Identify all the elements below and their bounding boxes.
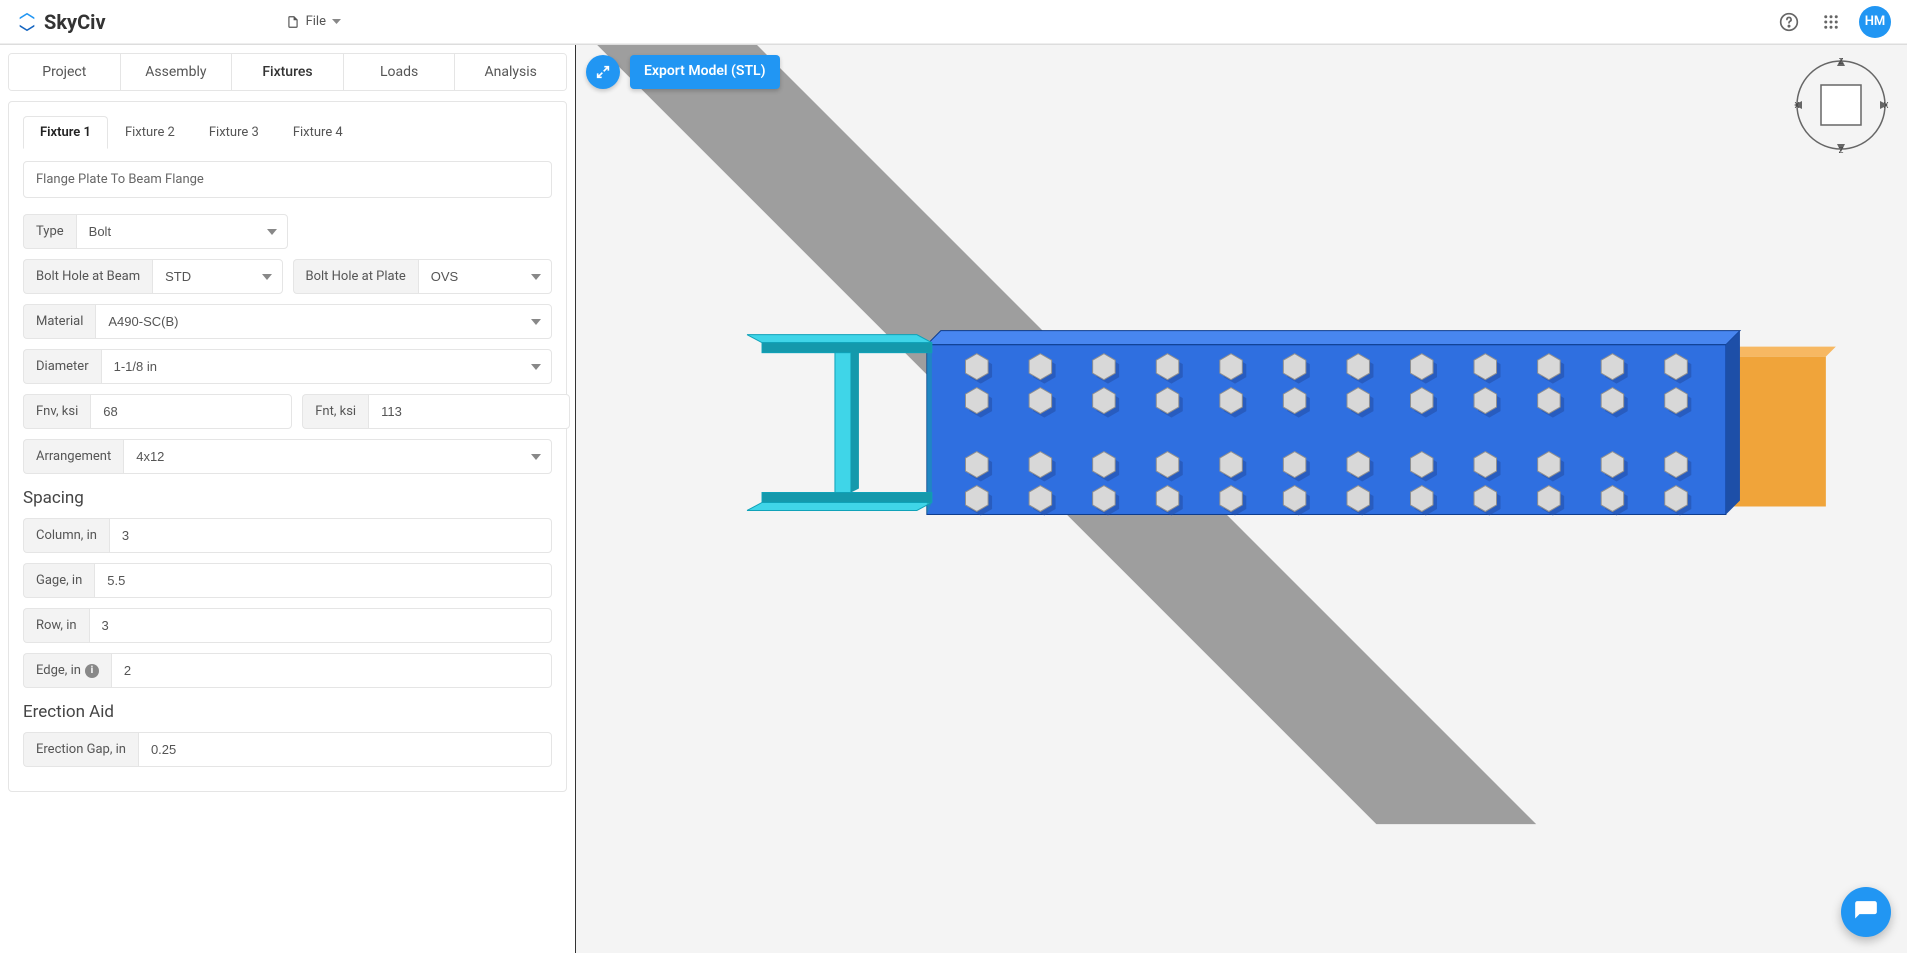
help-button[interactable] bbox=[1775, 8, 1803, 36]
logo: SkyCiv bbox=[16, 10, 106, 34]
bolt-hole-beam-select[interactable]: STD bbox=[152, 259, 282, 294]
subtab-fixture-4[interactable]: Fixture 4 bbox=[276, 116, 360, 149]
axis-label-bottom: Z bbox=[1839, 146, 1844, 155]
main-layout: ProjectAssemblyFixturesLoadsAnalysis Fix… bbox=[0, 44, 1907, 953]
subtab-fixture-2[interactable]: Fixture 2 bbox=[108, 116, 192, 149]
bolt-hole-beam-label: Bolt Hole at Beam bbox=[23, 259, 152, 294]
fixture-sub-tabs: Fixture 1Fixture 2Fixture 3Fixture 4 bbox=[23, 116, 552, 149]
viewport[interactable]: Export Model (STL) Z Z X X bbox=[576, 45, 1907, 953]
fnt-input[interactable] bbox=[368, 394, 570, 429]
axis-label-left: X bbox=[1794, 101, 1799, 110]
erection-gap-input[interactable] bbox=[138, 732, 552, 767]
apps-icon bbox=[1822, 13, 1840, 31]
spacing-row-input[interactable] bbox=[89, 608, 552, 643]
app-header: SkyCiv File HM bbox=[0, 0, 1907, 44]
tab-assembly[interactable]: Assembly bbox=[121, 54, 233, 90]
left-panel: ProjectAssemblyFixturesLoadsAnalysis Fix… bbox=[0, 45, 576, 953]
material-label: Material bbox=[23, 304, 95, 339]
material-select[interactable]: A490-SC(B) bbox=[95, 304, 552, 339]
spacing-gage-input[interactable] bbox=[94, 563, 552, 598]
file-icon bbox=[286, 15, 300, 29]
fnv-label: Fnv, ksi bbox=[23, 394, 90, 429]
axis-label-right: X bbox=[1883, 101, 1888, 110]
tab-fixtures[interactable]: Fixtures bbox=[232, 54, 344, 90]
diameter-label: Diameter bbox=[23, 349, 101, 384]
spacing-gage-label: Gage, in bbox=[23, 563, 94, 598]
erection-gap-label: Erection Gap, in bbox=[23, 732, 138, 767]
type-label: Type bbox=[23, 214, 76, 249]
user-avatar[interactable]: HM bbox=[1859, 6, 1891, 38]
avatar-initials: HM bbox=[1865, 14, 1886, 29]
subtab-fixture-3[interactable]: Fixture 3 bbox=[192, 116, 276, 149]
spacing-edge-label: Edge, in i bbox=[23, 653, 111, 688]
help-icon bbox=[1779, 12, 1799, 32]
chat-icon bbox=[1853, 899, 1879, 925]
fixture-form-card: Fixture 1Fixture 2Fixture 3Fixture 4 Fla… bbox=[8, 101, 567, 792]
bolt-hole-plate-select[interactable]: OVS bbox=[418, 259, 552, 294]
brand-icon bbox=[16, 11, 38, 33]
export-model-button[interactable]: Export Model (STL) bbox=[630, 55, 780, 89]
spacing-column-input[interactable] bbox=[109, 518, 552, 553]
file-menu-label: File bbox=[306, 14, 326, 29]
chevron-down-icon bbox=[332, 19, 341, 25]
spacing-edge-input[interactable] bbox=[111, 653, 552, 688]
arrangement-select[interactable]: 4x12 bbox=[123, 439, 552, 474]
chat-button[interactable] bbox=[1841, 887, 1891, 937]
diameter-select[interactable]: 1-1/8 in bbox=[101, 349, 552, 384]
tab-project[interactable]: Project bbox=[9, 54, 121, 90]
viewport-toolbar: Export Model (STL) bbox=[586, 55, 780, 89]
model-canvas bbox=[576, 45, 1907, 953]
spacing-header: Spacing bbox=[23, 488, 552, 508]
erection-header: Erection Aid bbox=[23, 702, 552, 722]
export-button-label: Export Model (STL) bbox=[644, 63, 766, 79]
tab-analysis[interactable]: Analysis bbox=[455, 54, 566, 90]
type-select[interactable]: Bolt bbox=[76, 214, 288, 249]
fixture-description: Flange Plate To Beam Flange bbox=[23, 161, 552, 198]
info-icon[interactable]: i bbox=[85, 664, 99, 678]
header-actions: HM bbox=[1775, 6, 1891, 38]
apps-button[interactable] bbox=[1817, 8, 1845, 36]
fnt-label: Fnt, ksi bbox=[302, 394, 368, 429]
file-menu[interactable]: File bbox=[286, 14, 341, 29]
subtab-fixture-1[interactable]: Fixture 1 bbox=[23, 116, 108, 149]
spacing-row-label: Row, in bbox=[23, 608, 89, 643]
spacing-column-label: Column, in bbox=[23, 518, 109, 553]
primary-tabs: ProjectAssemblyFixturesLoadsAnalysis bbox=[8, 53, 567, 91]
fullscreen-button[interactable] bbox=[586, 55, 620, 89]
expand-icon bbox=[595, 64, 611, 80]
arrangement-label: Arrangement bbox=[23, 439, 123, 474]
brand-text: SkyCiv bbox=[44, 10, 106, 34]
axis-label-top: Z bbox=[1839, 57, 1844, 66]
tab-loads[interactable]: Loads bbox=[344, 54, 456, 90]
orientation-widget[interactable]: Z Z X X bbox=[1791, 55, 1891, 155]
bolt-hole-plate-label: Bolt Hole at Plate bbox=[293, 259, 418, 294]
fnv-input[interactable] bbox=[90, 394, 292, 429]
